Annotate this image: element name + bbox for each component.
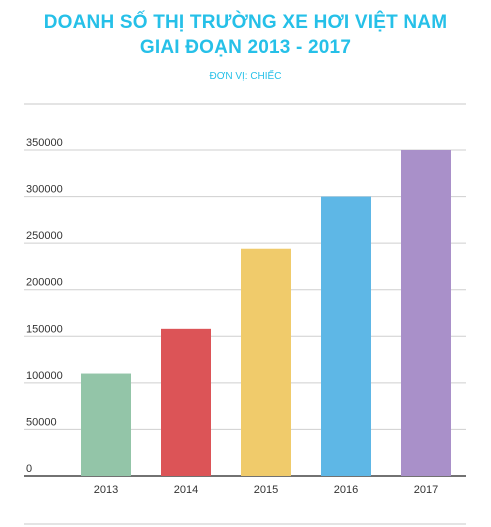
bar-2015 — [241, 248, 291, 476]
bars — [81, 150, 451, 477]
x-category-label: 2013 — [94, 484, 118, 496]
y-tick-label: 50000 — [26, 416, 57, 428]
x-category-label: 2014 — [174, 484, 198, 496]
top-divider — [24, 103, 466, 105]
y-tick-label: 350000 — [26, 137, 63, 149]
title-line-2: GIAI ĐOẠN 2013 - 2017 — [139, 37, 352, 58]
bar-2013 — [81, 373, 131, 476]
unit-label: ĐƠN VỊ: CHIẾC — [209, 71, 282, 82]
x-category-label: 2016 — [334, 484, 358, 496]
y-tick-label: 300000 — [26, 184, 63, 196]
y-tick-label: 150000 — [26, 323, 63, 335]
y-tick-label: 250000 — [26, 230, 63, 242]
chart-title: DOANH SỐ THỊ TRƯỜNG XE HƠI VIỆT NAM GIAI… — [0, 10, 491, 60]
x-category-label: 2017 — [414, 484, 438, 496]
bar-2014 — [161, 328, 211, 476]
x-axis-labels: 2013 2014 2015 2016 2017 — [94, 484, 438, 496]
bottom-divider — [24, 523, 466, 525]
y-tick-label: 0 — [26, 463, 32, 475]
bar-2016 — [321, 196, 371, 477]
bar-2017 — [401, 150, 451, 476]
y-axis-ticks: 0 50000 100000 150000 200000 250000 300000 3500… — [26, 137, 63, 475]
title-line-1: DOANH SỐ THỊ TRƯỜNG XE HƠI VIỆT NAM — [43, 12, 448, 33]
y-tick-label: 200000 — [26, 277, 63, 289]
y-tick-label: 100000 — [26, 370, 63, 382]
x-category-label: 2015 — [254, 484, 278, 496]
